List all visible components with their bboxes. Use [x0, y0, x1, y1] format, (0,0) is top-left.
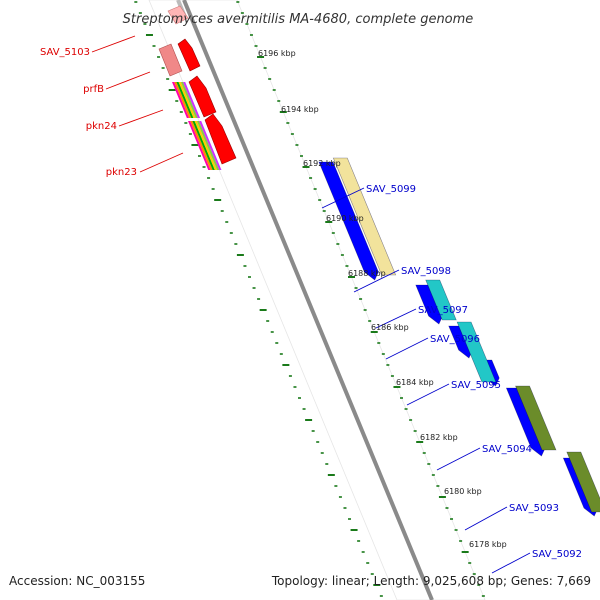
gene-arrow-sav-5099: [318, 161, 379, 281]
gene-label-pkn23[interactable]: pkn23: [106, 167, 137, 178]
gene-prfb: [174, 82, 192, 118]
gene-pkn24-pkn23: [196, 121, 220, 170]
gene-label-sav-5099[interactable]: SAV_5099: [366, 184, 416, 195]
gene-arrow: [177, 38, 201, 72]
gene-pkn24-pkn23: [190, 121, 213, 170]
right-strand-genes: [318, 157, 600, 517]
leader-line: [353, 269, 400, 293]
kbp-labels: 6196 kbp 6194 kbp 6192 kbp 6190 kbp 6188…: [258, 49, 507, 549]
gene-pkn24-pkn23: [194, 121, 218, 170]
gene-sav-5103: [158, 43, 183, 77]
leader-line: [491, 552, 531, 574]
leader-line: [105, 71, 151, 90]
leader-line: [321, 187, 365, 209]
gene-label-sav-5095[interactable]: SAV_5095: [451, 380, 501, 391]
gene-prfb: [183, 82, 201, 118]
leader-line: [91, 35, 136, 53]
gene-label-sav-5094[interactable]: SAV_5094: [482, 444, 532, 455]
feature-sav-5094: [566, 451, 600, 513]
right-gene-labels: SAV_5099 SAV_5098 SAV_5097 SAV_5096 SAV_…: [366, 184, 582, 560]
gene-top-element: [167, 5, 189, 25]
gene-arrow-sav-5098: [415, 284, 443, 325]
feature-sav-5099: [332, 157, 397, 276]
tick-rails: [134, 1, 485, 597]
kbp-label: 6188 kbp: [348, 269, 386, 278]
gene-arrow: [204, 113, 237, 165]
kbp-label: 6196 kbp: [258, 49, 296, 58]
gene-pkn24-pkn23: [188, 121, 211, 170]
kbp-label: 6180 kbp: [444, 487, 482, 496]
gene-pkn24-pkn23: [192, 121, 215, 170]
gene-label-sav-5092[interactable]: SAV_5092: [532, 549, 582, 560]
leader-line: [406, 383, 450, 406]
leader-line: [464, 506, 508, 531]
leader-line: [118, 109, 164, 127]
left-strand-genes: [158, 38, 237, 170]
feature-sav-5097: [456, 321, 497, 383]
leader-line: [375, 308, 417, 329]
gene-pkn24-pkn23: [199, 121, 222, 170]
gene-arrow: [188, 75, 217, 118]
kbp-label: 6184 kbp: [396, 378, 434, 387]
genome-stats-text: Topology: linear; Length: 9,025,608 bp; …: [271, 574, 591, 588]
zoom-region-band: [148, 0, 486, 600]
gene-label-sav-5103[interactable]: SAV_5103: [40, 47, 90, 58]
kbp-label: 6192 kbp: [303, 159, 341, 168]
kbp-label: 6190 kbp: [326, 214, 364, 223]
gene-label-sav-5096[interactable]: SAV_5096: [430, 334, 480, 345]
kbp-label: 6186 kbp: [371, 323, 409, 332]
kbp-label: 6194 kbp: [281, 105, 319, 114]
feature-sav-5098: [425, 279, 457, 321]
gene-prfb: [172, 82, 190, 118]
gene-label-sav-5093[interactable]: SAV_5093: [509, 503, 559, 514]
genome-title: Streptomyces avermitilis MA-4680, comple…: [123, 12, 474, 27]
gene-prfb: [178, 82, 196, 118]
genome-backbone: [182, 0, 434, 600]
kbp-label: 6182 kbp: [420, 433, 458, 442]
left-gene-labels: SAV_5103 prfB pkn24 pkn23: [40, 47, 137, 178]
accession-text: Accession: NC_003155: [9, 574, 146, 588]
leader-line: [139, 152, 184, 173]
feature-sav-5095: [515, 385, 557, 451]
gene-label-sav-5097[interactable]: SAV_5097: [418, 305, 468, 316]
label-leader-lines: [91, 35, 531, 574]
leader-line: [385, 337, 429, 360]
gene-prfb: [180, 82, 198, 118]
leader-line: [436, 447, 481, 471]
gene-label-pkn24[interactable]: pkn24: [86, 121, 117, 132]
gene-label-prfb[interactable]: prfB: [83, 84, 104, 95]
gene-prfb: [176, 82, 194, 118]
kbp-label: 6178 kbp: [469, 540, 507, 549]
gene-label-sav-5098[interactable]: SAV_5098: [401, 266, 451, 277]
